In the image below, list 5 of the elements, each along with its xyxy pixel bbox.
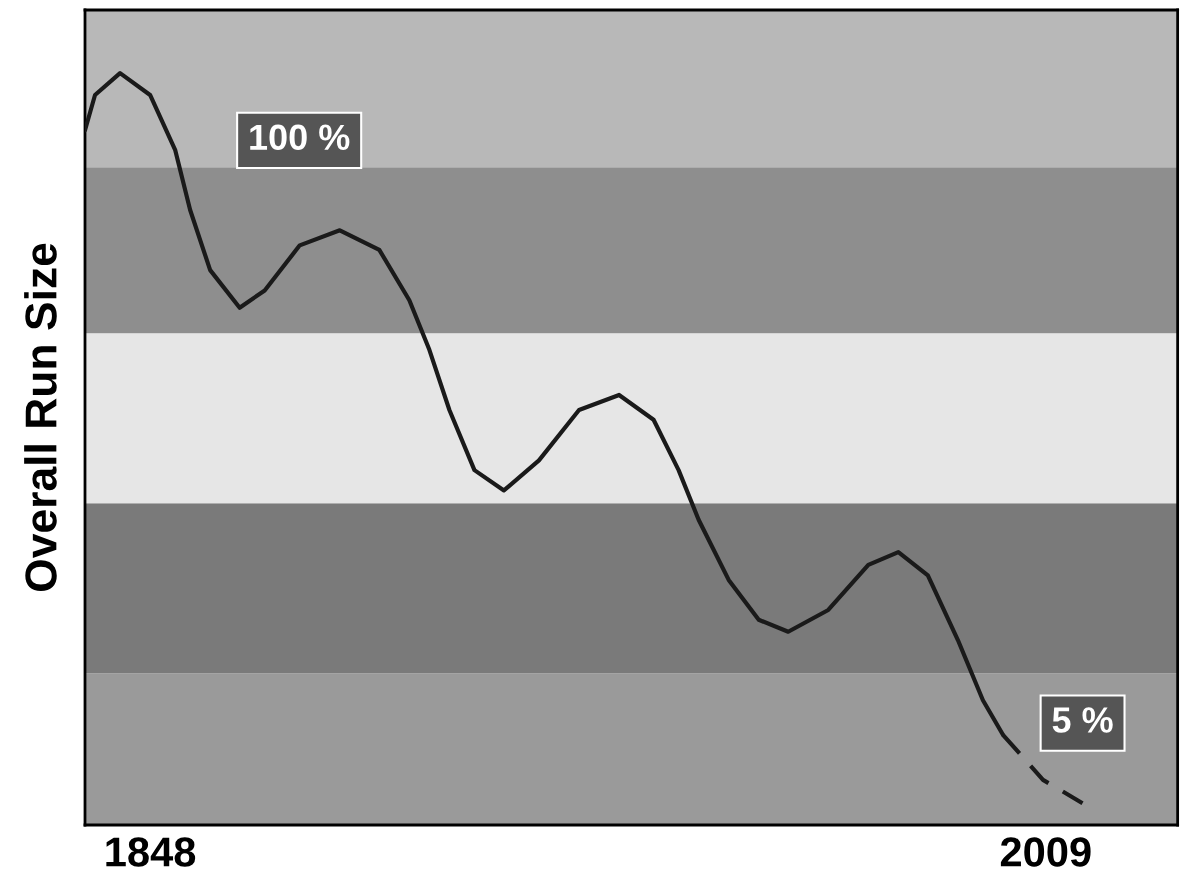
x-tick-label: 1848 <box>106 837 196 867</box>
annotation: 5 % <box>1052 707 1113 733</box>
y-axis-title: Overall Run Size <box>24 243 57 592</box>
x-tick-label: 2009 <box>1000 837 1091 867</box>
annotation: 100 % <box>250 124 350 151</box>
